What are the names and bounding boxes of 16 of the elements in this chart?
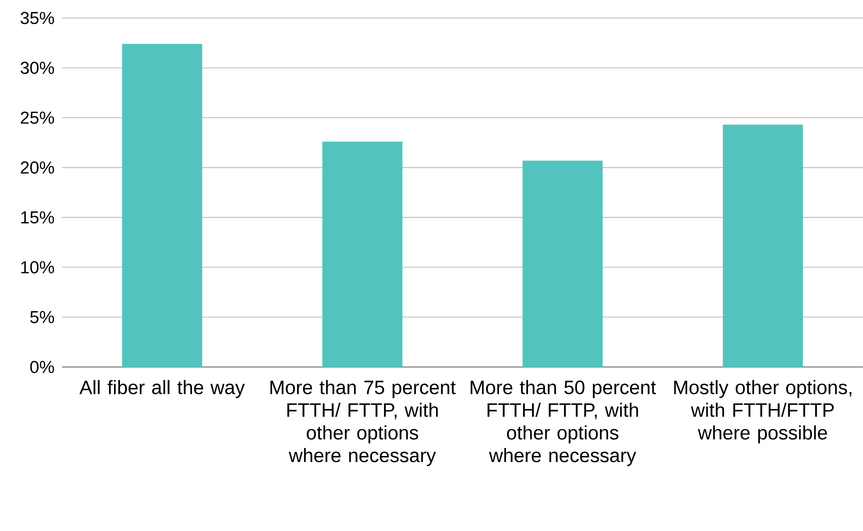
- x-tick-label: More than 75 percent FTTH/ FTTP, with other options where necessary: [270, 380, 456, 466]
- bar: [322, 142, 402, 367]
- y-tick-label: 0%: [30, 360, 54, 374]
- x-tick-label: All fiber all the way: [79, 380, 245, 398]
- y-tick-label: 25%: [20, 112, 54, 124]
- y-tick-label: 10%: [21, 261, 54, 274]
- bar: [522, 160, 603, 367]
- y-tick-label: 20%: [20, 161, 54, 174]
- bar: [122, 44, 202, 367]
- y-tick-label: 35%: [20, 12, 54, 24]
- bar: [722, 124, 803, 367]
- y-tick-label: 5%: [30, 311, 54, 324]
- x-tick-label: More than 50 percent FTTH/ FTTP, with other options where necessary: [470, 380, 656, 466]
- x-tick-label: Mostly other options, with FTTH/FTTP where possible: [674, 380, 852, 444]
- y-tick-label: 30%: [20, 62, 54, 74]
- y-tick-label: 15%: [21, 211, 54, 224]
